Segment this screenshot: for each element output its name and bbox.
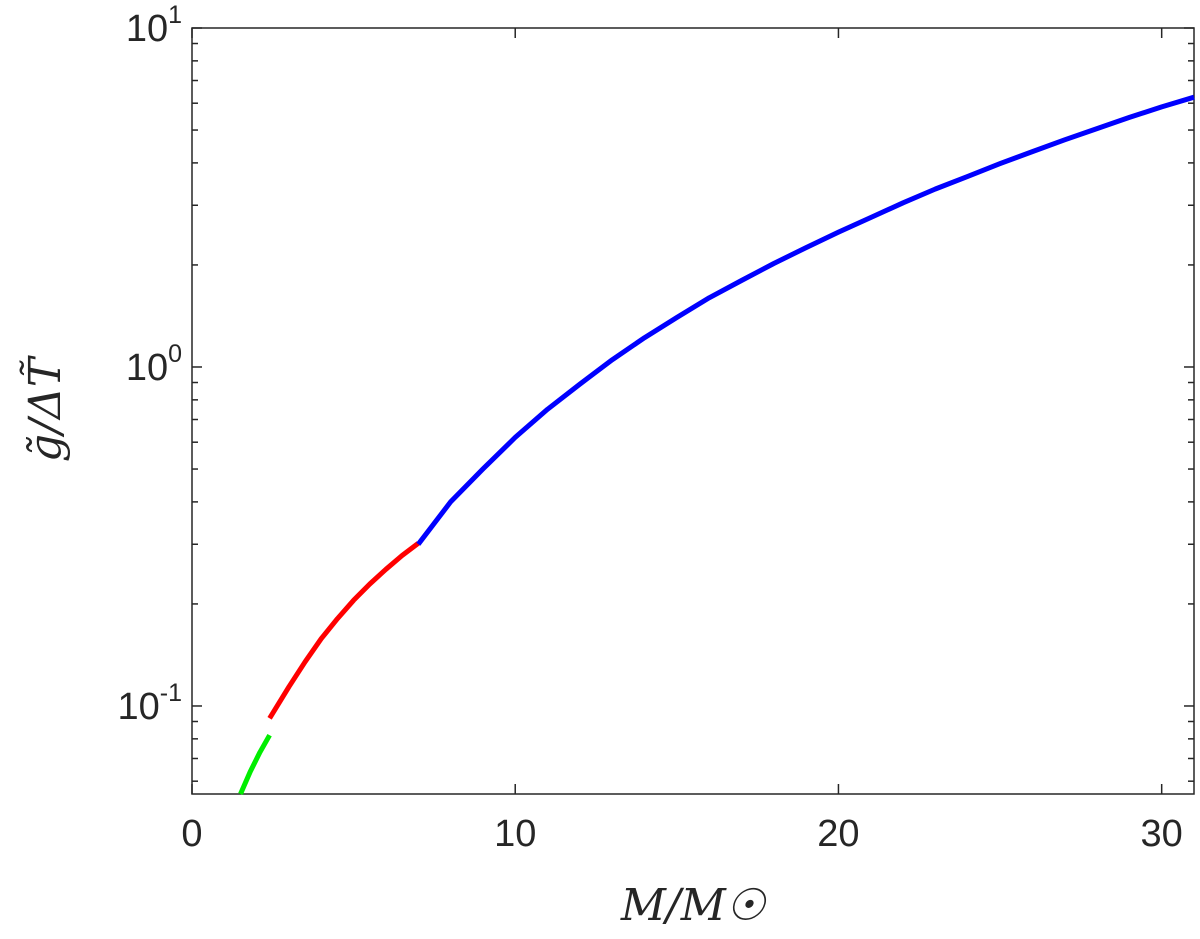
series-line-3	[416, 94, 1195, 546]
y-tick-exponent: 1	[168, 1, 182, 29]
x-axis-label: M/M☉	[620, 880, 767, 931]
y-tick-base: 10	[126, 347, 168, 389]
x-tick-label: 20	[817, 813, 859, 855]
y-tick-exponent: 0	[168, 340, 182, 368]
y-tick-label: 101	[126, 1, 182, 50]
y-tick-label: 10-1	[117, 679, 182, 728]
series-layer	[238, 94, 1195, 795]
y-tick-label: 100	[126, 340, 182, 389]
axis-ticks	[191, 27, 1194, 794]
x-tick-label: 10	[494, 813, 536, 855]
y-tick-base: 10	[126, 8, 168, 50]
series-line-1	[238, 733, 272, 795]
x-tick-label: 30	[1141, 813, 1183, 855]
y-tick-base: 10	[117, 686, 159, 728]
plot-area	[191, 27, 1195, 795]
y-tick-exponent: -1	[160, 679, 182, 707]
series-line-2	[267, 541, 420, 720]
x-tick-label: 0	[181, 813, 202, 855]
y-axis-label: g̃/ΔT̃	[18, 354, 71, 462]
